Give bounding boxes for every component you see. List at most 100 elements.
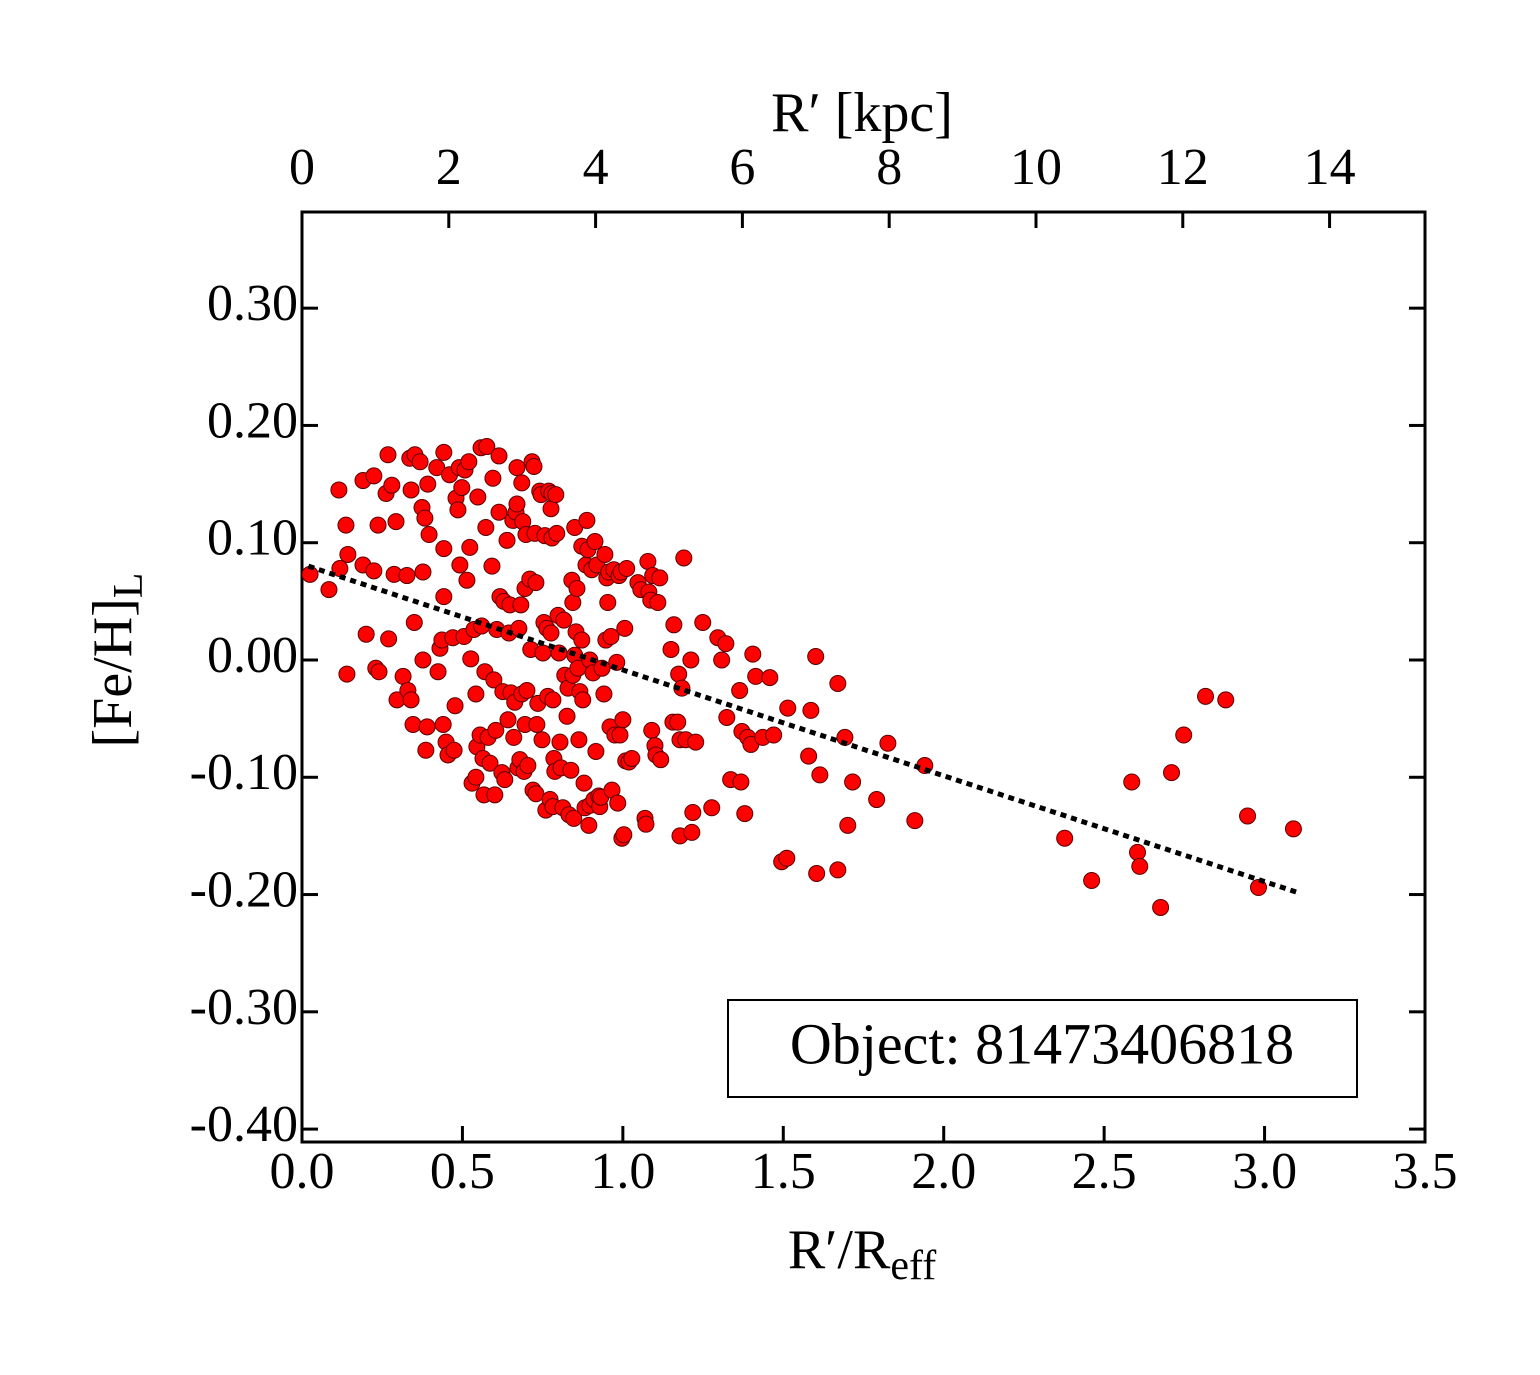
point bbox=[394, 667, 412, 685]
point bbox=[565, 809, 583, 827]
point bbox=[525, 457, 543, 475]
point bbox=[765, 726, 783, 744]
point bbox=[665, 616, 683, 634]
y-tick-label: -0.30 bbox=[190, 979, 298, 1036]
point bbox=[779, 699, 797, 717]
point bbox=[467, 685, 485, 703]
point bbox=[574, 691, 592, 709]
point bbox=[414, 651, 432, 669]
point bbox=[547, 486, 565, 504]
point bbox=[616, 619, 634, 637]
point bbox=[484, 469, 502, 487]
point bbox=[651, 569, 669, 587]
point bbox=[1163, 764, 1181, 782]
x-label-sub: eff bbox=[890, 1243, 936, 1289]
point bbox=[339, 545, 357, 563]
point bbox=[435, 540, 453, 558]
point bbox=[599, 594, 617, 612]
point bbox=[844, 773, 862, 791]
point bbox=[1083, 871, 1101, 889]
point bbox=[868, 791, 886, 809]
point bbox=[555, 611, 573, 629]
point bbox=[1129, 843, 1147, 861]
point bbox=[623, 750, 641, 768]
point bbox=[906, 812, 924, 830]
point bbox=[564, 594, 582, 612]
point bbox=[614, 711, 632, 729]
point bbox=[527, 785, 545, 803]
point bbox=[578, 511, 596, 529]
point bbox=[662, 640, 680, 658]
point bbox=[618, 560, 636, 578]
point bbox=[513, 474, 531, 492]
point bbox=[586, 533, 604, 551]
plot-frame bbox=[300, 210, 1427, 1144]
point bbox=[460, 453, 478, 471]
y-tick-label: 0.20 bbox=[207, 392, 298, 449]
x-tick-label: 0.0 bbox=[270, 1143, 335, 1200]
point bbox=[416, 509, 434, 527]
point bbox=[398, 567, 416, 585]
point bbox=[839, 816, 857, 834]
point bbox=[490, 447, 508, 465]
x2-axis-label: R′ [kpc] bbox=[771, 82, 953, 144]
point bbox=[611, 726, 629, 744]
point bbox=[477, 518, 495, 536]
point bbox=[481, 754, 499, 772]
point bbox=[1197, 687, 1215, 705]
point bbox=[370, 663, 388, 681]
point bbox=[649, 594, 667, 612]
point bbox=[483, 557, 501, 575]
point bbox=[542, 500, 560, 518]
point bbox=[508, 495, 526, 513]
point bbox=[684, 803, 702, 821]
point bbox=[575, 774, 593, 792]
point bbox=[682, 651, 700, 669]
point bbox=[652, 751, 670, 769]
point bbox=[744, 645, 762, 663]
y-tick-label: -0.20 bbox=[190, 861, 298, 918]
point bbox=[747, 667, 765, 685]
point bbox=[379, 446, 397, 464]
point bbox=[548, 524, 566, 542]
point bbox=[595, 685, 613, 703]
point bbox=[544, 691, 562, 709]
y-label-main: [Fe/H] bbox=[82, 598, 144, 747]
point bbox=[736, 805, 754, 823]
point bbox=[420, 526, 438, 544]
point bbox=[609, 794, 627, 812]
point bbox=[365, 467, 383, 485]
x2-tick-label: 8 bbox=[876, 139, 902, 196]
point bbox=[365, 562, 383, 580]
point bbox=[718, 708, 736, 726]
y-tick-label: -0.10 bbox=[190, 744, 298, 801]
point bbox=[417, 741, 435, 759]
point bbox=[551, 733, 569, 751]
fit-line bbox=[307, 563, 1298, 895]
point bbox=[1217, 691, 1235, 709]
point bbox=[1284, 820, 1302, 838]
point bbox=[879, 734, 897, 752]
x2-tick-label: 6 bbox=[729, 139, 755, 196]
point bbox=[411, 453, 429, 471]
point bbox=[428, 459, 446, 477]
point bbox=[435, 588, 453, 606]
point bbox=[337, 516, 355, 534]
point bbox=[703, 799, 721, 817]
x-tick-label: 0.5 bbox=[430, 1143, 495, 1200]
point bbox=[490, 503, 508, 521]
point bbox=[402, 691, 420, 709]
point bbox=[829, 861, 847, 879]
point bbox=[562, 761, 580, 779]
point bbox=[687, 733, 705, 751]
point bbox=[419, 475, 437, 493]
point bbox=[558, 707, 576, 725]
point bbox=[508, 459, 526, 477]
x-tick-label: 3.0 bbox=[1232, 1143, 1297, 1200]
point bbox=[449, 501, 467, 519]
point bbox=[1239, 807, 1257, 825]
point bbox=[683, 823, 701, 841]
point bbox=[458, 571, 476, 589]
point bbox=[519, 757, 537, 775]
